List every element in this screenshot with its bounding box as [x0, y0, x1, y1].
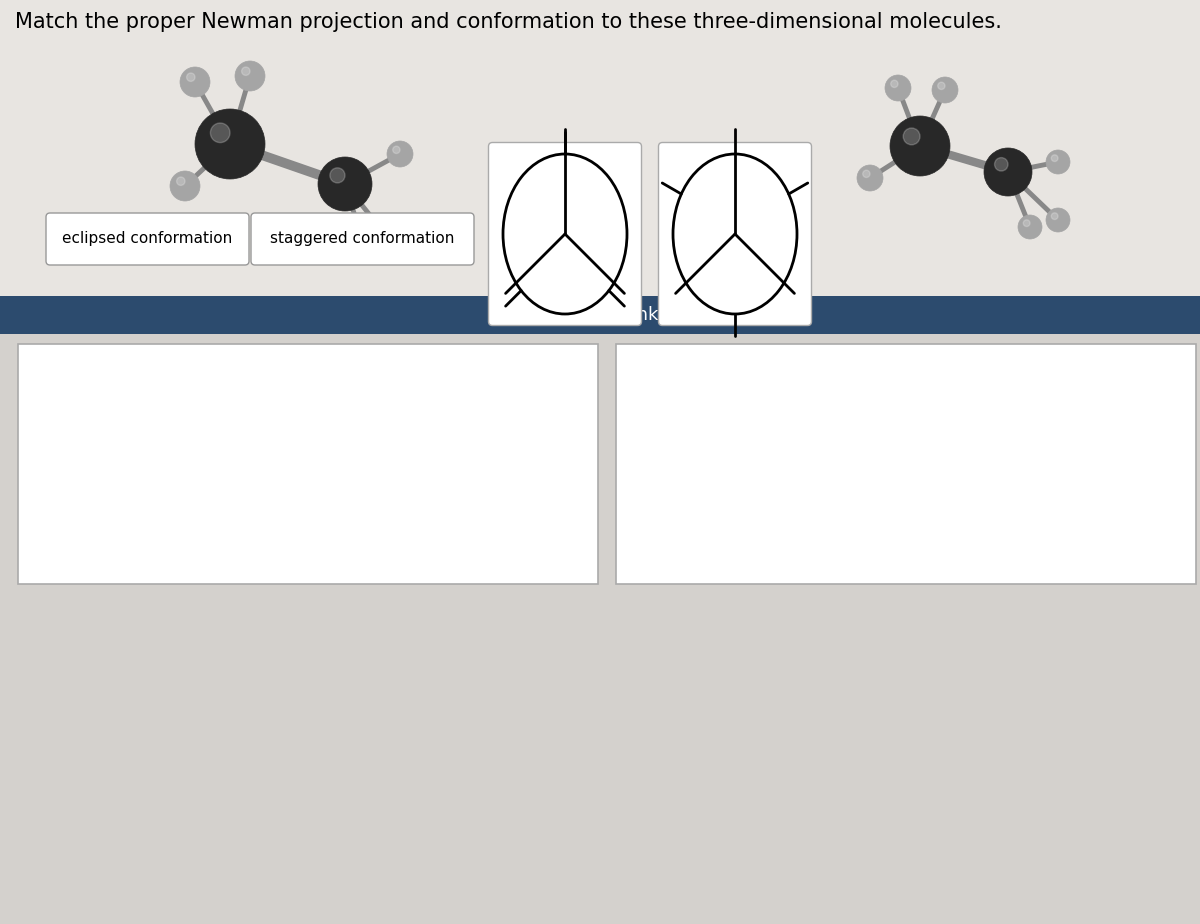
Circle shape: [170, 171, 200, 201]
Circle shape: [180, 67, 210, 97]
Circle shape: [1046, 150, 1070, 174]
Circle shape: [863, 170, 870, 177]
Text: eclipsed conformation: eclipsed conformation: [62, 232, 232, 247]
Bar: [0, 334, 1200, 924]
FancyBboxPatch shape: [659, 142, 811, 325]
Circle shape: [1046, 208, 1070, 232]
Circle shape: [330, 168, 346, 183]
Circle shape: [235, 61, 265, 91]
Bar: [0, 296, 1200, 334]
Circle shape: [1024, 220, 1030, 226]
Circle shape: [890, 116, 950, 176]
Circle shape: [995, 158, 1008, 171]
Circle shape: [385, 237, 394, 244]
Circle shape: [932, 77, 958, 103]
Circle shape: [210, 123, 230, 142]
Circle shape: [984, 148, 1032, 196]
Circle shape: [380, 231, 406, 257]
Text: Answer Bank: Answer Bank: [541, 306, 659, 324]
Circle shape: [1018, 215, 1042, 239]
Circle shape: [350, 229, 376, 255]
Circle shape: [241, 67, 250, 76]
FancyBboxPatch shape: [488, 142, 642, 325]
Circle shape: [318, 157, 372, 211]
Circle shape: [1051, 213, 1058, 220]
Circle shape: [176, 177, 185, 186]
Bar: [0, 0, 1200, 296]
FancyBboxPatch shape: [251, 213, 474, 265]
Circle shape: [886, 75, 911, 101]
Bar: [18, 344, 598, 584]
Bar: [616, 344, 1196, 584]
Text: Match the proper Newman projection and conformation to these three-dimensional m: Match the proper Newman projection and c…: [14, 12, 1002, 32]
Circle shape: [937, 82, 946, 90]
Circle shape: [187, 73, 194, 81]
Circle shape: [355, 234, 364, 241]
Circle shape: [386, 141, 413, 167]
FancyBboxPatch shape: [46, 213, 250, 265]
Circle shape: [392, 146, 400, 153]
Circle shape: [904, 128, 920, 145]
Circle shape: [857, 165, 883, 191]
Text: staggered conformation: staggered conformation: [270, 232, 454, 247]
Circle shape: [1051, 155, 1058, 162]
Circle shape: [890, 80, 898, 88]
Circle shape: [194, 109, 265, 179]
